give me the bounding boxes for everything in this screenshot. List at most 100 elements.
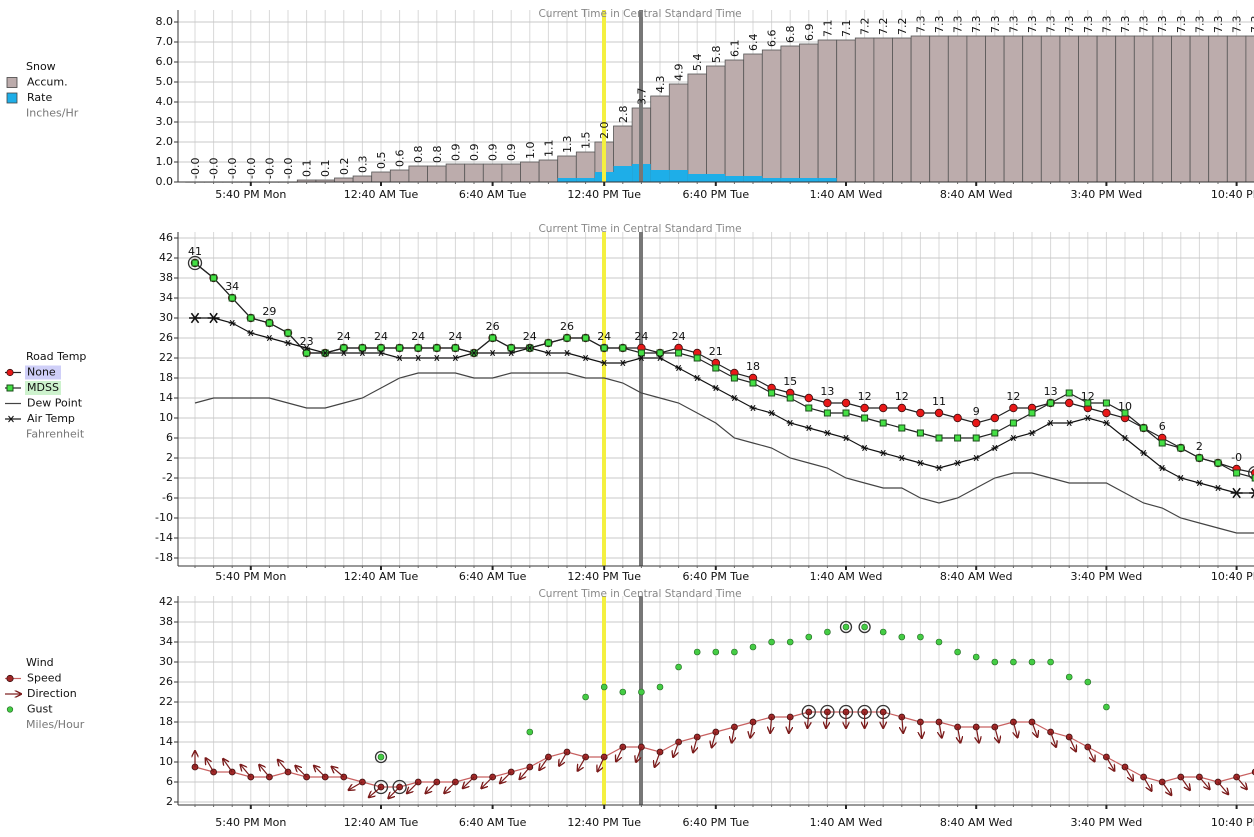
value-label: 21 [709, 345, 723, 358]
point [544, 339, 552, 347]
bar [1245, 35, 1254, 183]
direction-arrow [597, 756, 605, 772]
direction-arrow [388, 786, 401, 798]
value-label: 7.2 [896, 18, 909, 36]
y-tick-label: -18 [155, 551, 173, 564]
point [693, 354, 701, 362]
point [1009, 419, 1017, 427]
bar [706, 174, 726, 182]
point [414, 354, 422, 362]
point [916, 459, 924, 467]
point [451, 354, 459, 362]
value-label: 15 [783, 375, 797, 388]
bar [557, 178, 577, 182]
point [284, 329, 292, 337]
direction-arrow [750, 721, 753, 738]
bar [576, 178, 595, 182]
point [600, 683, 608, 691]
point [377, 344, 385, 352]
bar [1171, 35, 1191, 183]
point [954, 459, 962, 467]
value-label: 7.1 [840, 20, 853, 38]
y-tick-label: 4.0 [156, 95, 174, 108]
point [563, 349, 571, 357]
y-tick-label: 30 [159, 311, 173, 324]
value-label: 2.0 [598, 122, 611, 140]
series-line [195, 317, 1254, 494]
point [954, 648, 961, 656]
point [712, 648, 720, 656]
direction-arrow [1180, 776, 1190, 790]
direction-arrow [995, 726, 999, 742]
point [507, 344, 515, 352]
y-tick-label: -10 [155, 511, 173, 524]
bar [1022, 35, 1042, 183]
value-label: 7.3 [1231, 16, 1244, 34]
x-tick-label: 12:40 AM Tue [344, 816, 419, 829]
point [861, 414, 869, 422]
point [265, 334, 273, 342]
point [842, 434, 850, 442]
direction-arrow [520, 766, 531, 779]
legend-swatch [6, 368, 14, 377]
direction-arrow [732, 726, 735, 743]
bar [799, 178, 819, 182]
legend-label: Rate [27, 91, 52, 104]
value-label: 7.3 [1138, 16, 1151, 34]
x-tick-label: 3:40 PM Wed [1070, 816, 1142, 829]
point [990, 413, 999, 423]
point [1047, 399, 1055, 407]
value-label: 26 [486, 320, 500, 333]
direction-arrow [616, 746, 624, 762]
bar [1078, 35, 1098, 183]
bar [1040, 35, 1061, 183]
value-label: 24 [374, 330, 388, 343]
direction-arrow [463, 776, 475, 788]
point [1158, 464, 1166, 472]
point [712, 384, 720, 392]
x-tick-label: 8:40 AM Wed [940, 570, 1013, 583]
point [303, 344, 311, 352]
value-label: -0.0 [282, 158, 295, 179]
point [916, 408, 925, 418]
plot: -0.0 -0.0 -0.0 -0.0 -0.0 -0.0 0.1 0.1 0.2 0.3 0.5 0… [178, 10, 1254, 183]
direction-arrow [425, 781, 438, 793]
legend-label: MDSS [27, 381, 59, 394]
value-label: 0.1 [319, 160, 332, 178]
y-tick-label: 0.0 [156, 175, 174, 188]
y-tick-label: 6.0 [156, 55, 174, 68]
bar [761, 49, 782, 183]
x-tick-label: 1:40 AM Wed [810, 570, 883, 583]
x-tick-label: 10:40 PM [1211, 570, 1254, 583]
point [544, 349, 552, 357]
point [1233, 469, 1241, 477]
value-label: 6.1 [728, 40, 741, 58]
value-label: 26 [560, 320, 574, 333]
point [1251, 474, 1254, 482]
point [247, 329, 255, 337]
point [1084, 414, 1092, 422]
legend-units: Fahrenheit [26, 428, 85, 441]
value-label: 18 [746, 360, 760, 373]
direction-arrow [349, 781, 363, 790]
point [991, 429, 999, 437]
direction-arrow [712, 731, 716, 747]
point [1065, 673, 1073, 681]
value-label: 1.1 [542, 140, 555, 158]
value-label: 0.9 [487, 144, 500, 162]
value-label: 6.8 [784, 26, 797, 44]
value-label: 9 [973, 405, 980, 418]
value-label: 7.3 [1175, 16, 1188, 34]
bar [389, 169, 410, 183]
value-label: 7.3 [1100, 16, 1113, 34]
direction-arrow [278, 760, 289, 773]
point [451, 344, 459, 352]
y-tick-label: 6 [166, 431, 173, 444]
direction-arrow [1087, 746, 1095, 762]
value-label: 24 [672, 330, 686, 343]
extreme-ring [187, 255, 203, 271]
bar [817, 39, 838, 183]
bar [1226, 35, 1247, 183]
x-tick-label: 5:40 PM Mon [215, 570, 286, 583]
